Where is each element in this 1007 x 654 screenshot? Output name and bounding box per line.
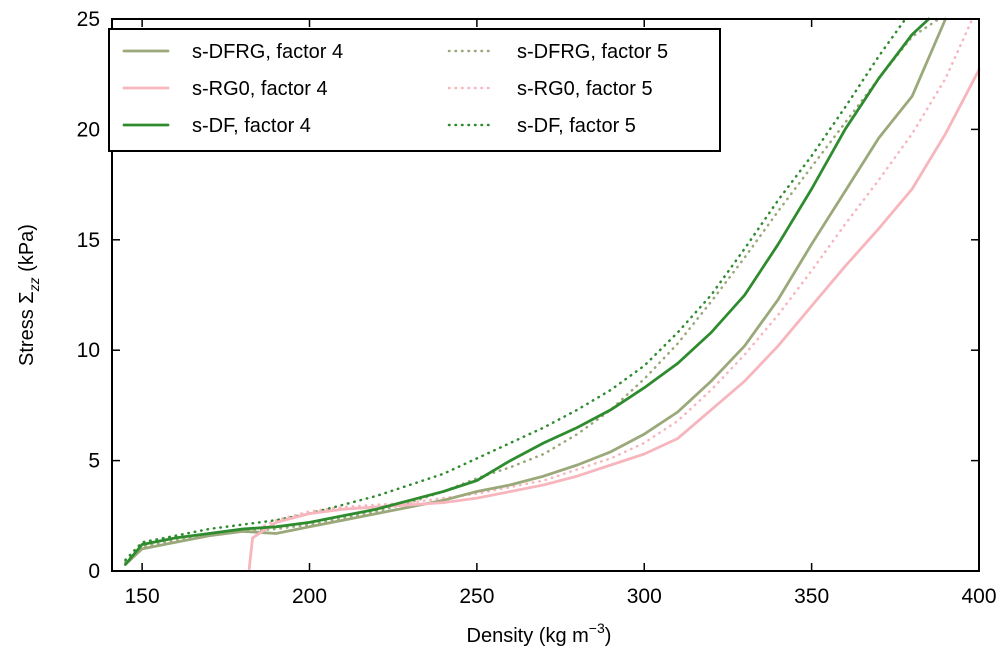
x-tick-label: 150 (125, 585, 160, 608)
x-tick-label: 250 (459, 585, 494, 608)
y-axis-label-subscript: zz (26, 277, 42, 292)
y-tick-label: 0 (88, 560, 100, 583)
x-axis-ticks: 150 200 250 300 350 400 (125, 19, 997, 608)
x-axis-label-text: Density (kg m (467, 625, 589, 647)
legend-label-s-df-factor-5: s-DF, factor 5 (517, 115, 636, 137)
x-axis-label: Density (kg m−3) (467, 620, 612, 647)
legend-label-s-rg0-factor-4: s-RG0, factor 4 (192, 78, 328, 100)
series-layer (124, 17, 981, 571)
legend-label-s-df-factor-4: s-DF, factor 4 (192, 115, 311, 137)
legend-label-s-dfrg-factor-4: s-DFRG, factor 4 (192, 41, 343, 63)
y-axis-label-text: Stress Σ (16, 291, 38, 366)
legend-label-s-rg0-factor-5: s-RG0, factor 5 (517, 78, 653, 100)
series-line-s-dfrg-factor-4 (124, 17, 947, 566)
y-axis-ticks: 0 5 10 15 20 25 (77, 8, 979, 583)
series-line-s-rg0-factor-5 (251, 17, 974, 533)
y-tick-label: 10 (77, 339, 100, 362)
x-axis-label-close: ) (605, 625, 612, 647)
y-tick-label: 5 (88, 450, 100, 473)
x-axis-label-exponent: −3 (589, 620, 605, 636)
y-tick-label: 20 (77, 118, 100, 141)
y-axis-label-unit: (kPa) (16, 224, 38, 277)
legend-entries: s-DFRG, factor 4 s-RG0, factor 4 s-DF, fac… (122, 41, 668, 137)
legend-label-s-dfrg-factor-5: s-DFRG, factor 5 (517, 41, 668, 63)
y-tick-label: 15 (77, 229, 100, 252)
x-tick-label: 400 (961, 585, 996, 608)
series-line-s-df-factor-4 (124, 17, 931, 566)
y-tick-label: 25 (77, 8, 100, 31)
legend: s-DFRG, factor 4 s-RG0, factor 4 s-DF, fac… (108, 28, 721, 152)
y-axis-label: Stress Σzz (kPa) (16, 224, 42, 366)
legend-frame (108, 28, 721, 152)
x-tick-label: 300 (627, 585, 662, 608)
x-tick-label: 200 (292, 585, 327, 608)
series-line-s-rg0-factor-4 (247, 68, 981, 571)
plot-frame (111, 18, 980, 572)
x-tick-label: 350 (794, 585, 829, 608)
